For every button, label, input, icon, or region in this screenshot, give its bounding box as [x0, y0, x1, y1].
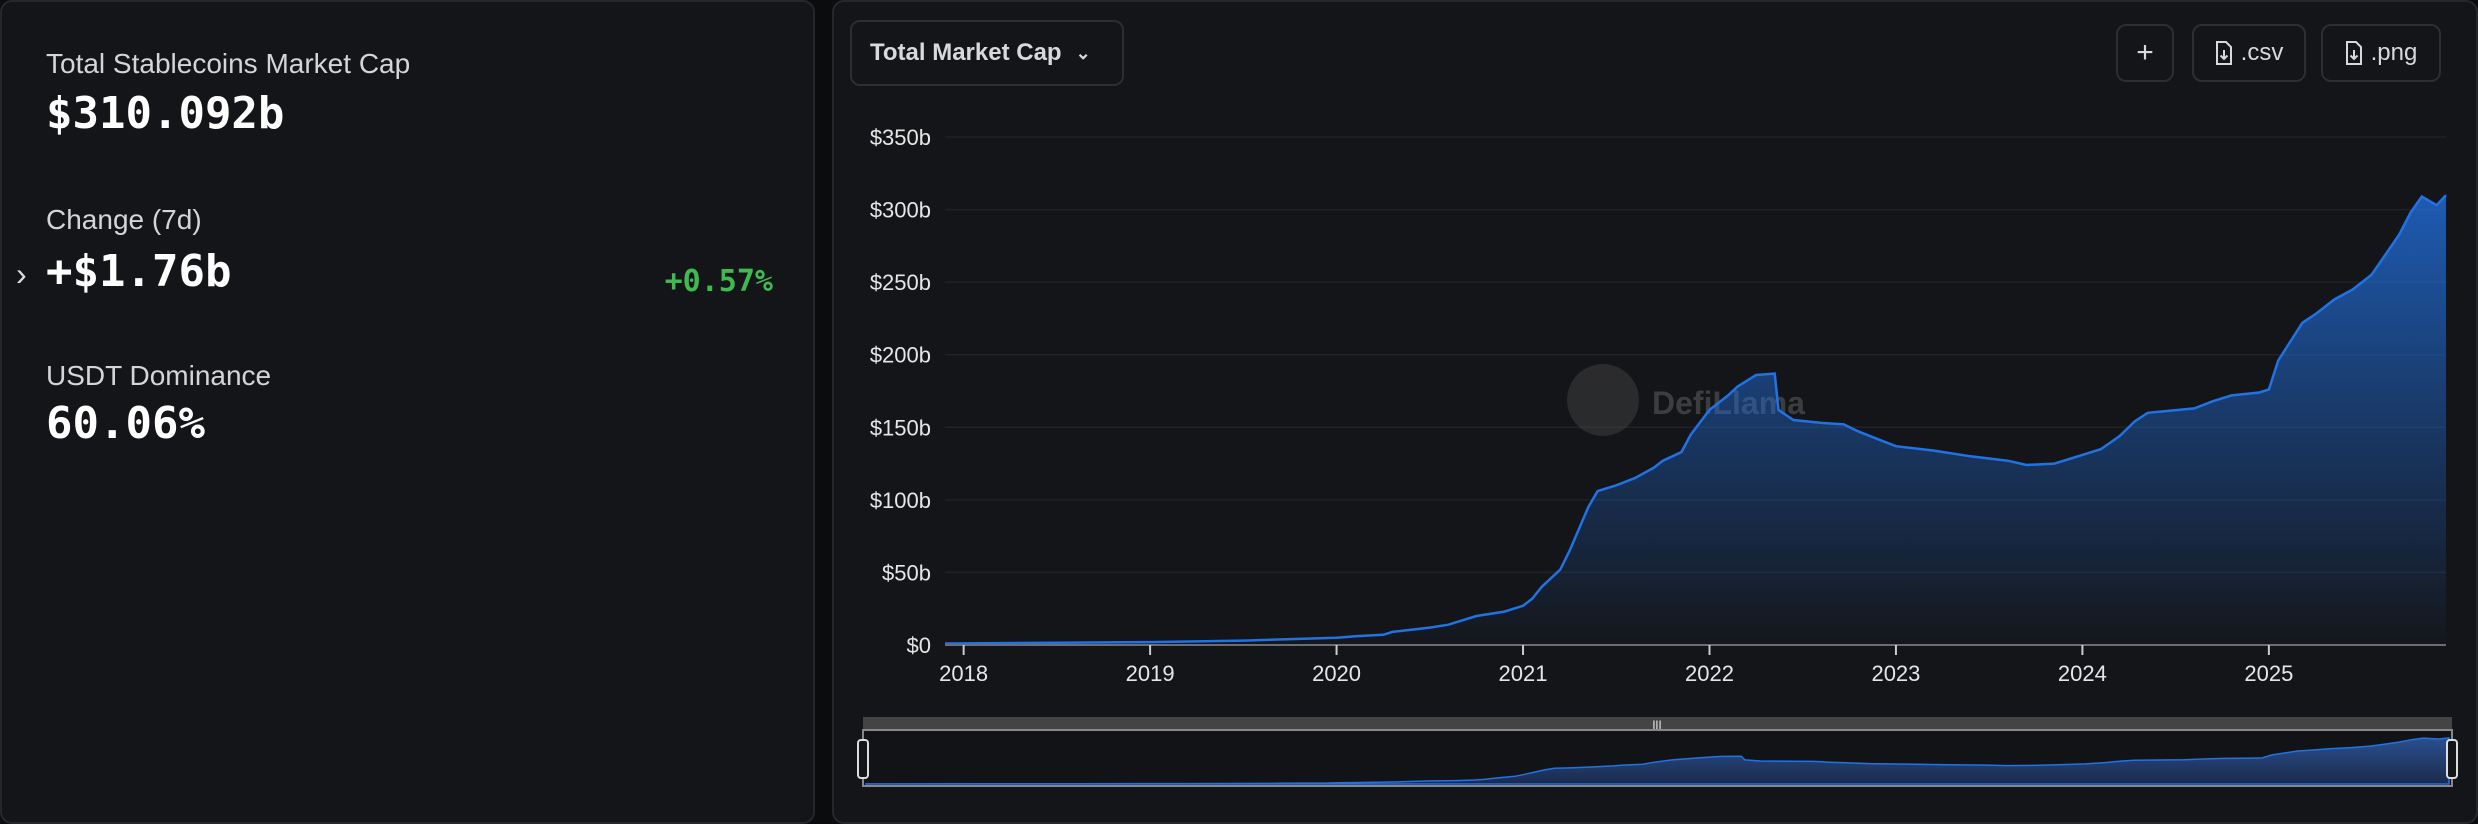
range-brush[interactable]: ||| [857, 717, 2458, 787]
csv-label: .csv [2240, 39, 2284, 66]
brush-right-handle[interactable] [2446, 739, 2458, 779]
y-tick-label: $50b [882, 560, 931, 585]
x-tick-label: 2021 [1499, 661, 1548, 686]
change-7d-percent: +0.57% [664, 264, 773, 299]
chevron-right-icon[interactable]: › [16, 256, 27, 292]
y-tick-label: $300b [870, 198, 931, 223]
change-7d-label: Change (7d) [46, 204, 202, 235]
y-tick-label: $200b [870, 343, 931, 368]
stats-panel: Total Stablecoins Market Cap $310.092b C… [0, 0, 815, 824]
x-tick-label: 2023 [1871, 661, 1920, 686]
usdt-dominance-value: 60.06% [46, 398, 205, 449]
change-7d-value: +$1.76b [46, 246, 232, 297]
total-market-cap-label: Total Stablecoins Market Cap [46, 48, 411, 79]
usdt-dominance-label: USDT Dominance [46, 360, 272, 391]
chevron-down-icon: ⌄ [1075, 42, 1091, 63]
y-tick-label: $100b [870, 488, 931, 513]
png-label: .png [2370, 39, 2418, 66]
brush-left-handle[interactable] [857, 739, 869, 779]
y-tick-label: $0 [907, 633, 931, 658]
x-tick-label: 2018 [939, 661, 988, 686]
add-button[interactable]: + [2116, 24, 2174, 82]
file-download-icon [2345, 41, 2362, 65]
add-label: + [2136, 36, 2154, 69]
x-tick-label: 2025 [2244, 661, 2293, 686]
x-tick-label: 2019 [1126, 661, 1175, 686]
y-tick-label: $150b [870, 415, 931, 440]
svg-text:|||: ||| [1652, 718, 1661, 732]
brush-drag-bar[interactable] [863, 717, 2452, 730]
dropdown-label: Total Market Cap [870, 39, 1062, 66]
download-png-button[interactable]: .png [2321, 24, 2441, 82]
x-tick-label: 2022 [1685, 661, 1734, 686]
y-tick-label: $350b [870, 125, 931, 150]
file-download-icon [2215, 41, 2232, 65]
y-tick-label: $250b [870, 270, 931, 295]
market-cap-line [944, 194, 2447, 645]
market-cap-area [945, 195, 2446, 645]
metric-dropdown[interactable]: Total Market Cap ⌄ [850, 20, 1124, 86]
download-csv-button[interactable]: .csv [2192, 24, 2306, 82]
brush-preview-area [865, 737, 2450, 785]
x-tick-label: 2020 [1312, 661, 1361, 686]
total-market-cap-value: $310.092b [46, 88, 285, 139]
x-tick-label: 2024 [2058, 661, 2107, 686]
